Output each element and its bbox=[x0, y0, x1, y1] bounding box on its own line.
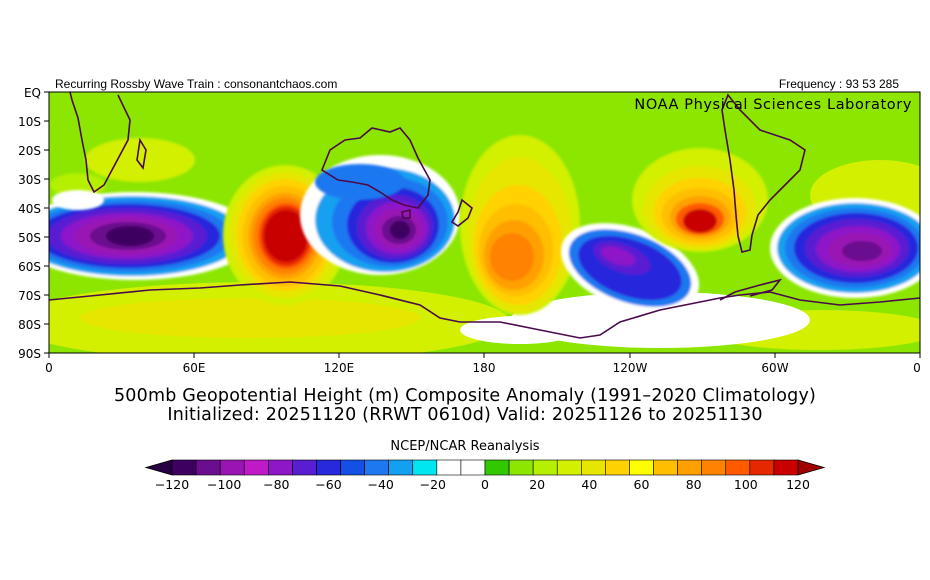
high-africa-south bbox=[85, 138, 195, 182]
coast-new-zealand bbox=[450, 198, 473, 227]
colorbar-swatch bbox=[749, 459, 775, 476]
low-120w bbox=[560, 223, 700, 313]
lon-label-120e: 120E bbox=[324, 361, 355, 375]
coast-antarctic-peninsula bbox=[719, 278, 783, 301]
colorbar-arrow-high bbox=[797, 459, 826, 476]
credit-label: Recurring Rossby Wave Train : consonantc… bbox=[55, 77, 338, 91]
coast-tasmania bbox=[401, 208, 411, 219]
colorbar-tick-label: 20 bbox=[529, 477, 545, 492]
colorbar-tick-label: −100 bbox=[207, 477, 241, 492]
colorbar-tick-label: −40 bbox=[367, 477, 393, 492]
colorbar-arrow-low bbox=[144, 459, 173, 476]
lat-label-10s: 10S bbox=[18, 115, 41, 129]
lat-label-70s: 70S bbox=[18, 289, 41, 303]
frequency-label: Frequency : 93 53 285 bbox=[778, 77, 899, 91]
low-30w bbox=[770, 198, 920, 298]
lat-label-30s: 30S bbox=[18, 173, 41, 187]
colorbar-swatch bbox=[388, 459, 414, 476]
lat-labels: EQ 10S 20S 30S 40S 50S 60S 70S 80S 90S bbox=[18, 86, 41, 361]
lat-label-60s: 60S bbox=[18, 260, 41, 274]
band-antarctic-positive-core bbox=[80, 298, 420, 338]
colorbar-swatch bbox=[460, 459, 486, 476]
title-line-2: Initialized: 20251120 (RRWT 0610d) Valid… bbox=[167, 405, 763, 425]
lon-label-60e: 60E bbox=[183, 361, 206, 375]
coast-africa bbox=[69, 92, 131, 194]
coastlines bbox=[49, 92, 920, 339]
coast-madagascar bbox=[136, 137, 147, 170]
lat-label-eq: EQ bbox=[24, 86, 41, 100]
colorbar-swatch bbox=[532, 459, 558, 476]
colorbar-swatch bbox=[629, 459, 654, 476]
polar-neutral-zone bbox=[510, 292, 810, 348]
colorbar-swatch bbox=[484, 459, 510, 476]
colorbar-tick-label: 40 bbox=[581, 477, 597, 492]
lon-label-180: 180 bbox=[473, 361, 496, 375]
colorbar-swatch bbox=[508, 459, 534, 476]
lon-label-120w: 120W bbox=[613, 361, 648, 375]
polar-neutral-zone-west bbox=[460, 316, 580, 344]
colorbar-swatch bbox=[677, 459, 702, 476]
colorbar-tick-label: 100 bbox=[734, 477, 758, 492]
colorbar-swatch bbox=[605, 459, 630, 476]
colorbar-swatch bbox=[653, 459, 678, 476]
colorbar-tick-label: 80 bbox=[686, 477, 702, 492]
neutral-south-atlantic bbox=[52, 190, 104, 210]
lat-ticks bbox=[44, 91, 49, 354]
low-40e bbox=[49, 192, 257, 280]
colorbar-tick-label: −60 bbox=[315, 477, 341, 492]
colorbar-swatch bbox=[412, 459, 438, 476]
title-line-1: 500mb Geopotential Height (m) Composite … bbox=[113, 386, 817, 406]
lab-label: NOAA Physical Sciences Laboratory bbox=[634, 97, 912, 113]
lat-label-90s: 90S bbox=[18, 347, 41, 361]
lon-label-0: 0 bbox=[45, 361, 53, 375]
colorbar-swatch bbox=[195, 459, 221, 476]
source-label: NCEP/NCAR Reanalysis bbox=[390, 439, 540, 454]
coast-antarctica bbox=[49, 281, 920, 339]
lat-label-80s: 80S bbox=[18, 318, 41, 332]
coast-australia bbox=[321, 127, 431, 209]
colorbar-swatch bbox=[436, 459, 462, 476]
lat-label-50s: 50S bbox=[18, 231, 41, 245]
colorbar-swatch bbox=[316, 459, 341, 476]
colorbar-swatch bbox=[725, 459, 751, 476]
lat-label-20s: 20S bbox=[18, 144, 41, 158]
lon-labels: 0 60E 120E 180 120W 60W 0 bbox=[45, 361, 921, 375]
colorbar-tick-label: −120 bbox=[155, 477, 189, 492]
colorbar-swatch bbox=[581, 459, 606, 476]
colorbar-swatch bbox=[340, 459, 365, 476]
high-87w bbox=[632, 148, 768, 252]
coast-south-america bbox=[721, 93, 806, 253]
colorbar-swatch bbox=[701, 459, 727, 476]
colorbar-swatch bbox=[556, 459, 582, 476]
colorbar-tick-label: 120 bbox=[786, 477, 810, 492]
colorbar-tick-label: 0 bbox=[481, 477, 489, 492]
colorbar-tick-label: −20 bbox=[420, 477, 446, 492]
high-190 bbox=[460, 135, 580, 315]
colorbar: −120 −100 −80 −60 −40 −20 0 20 40 60 80 100 120 bbox=[144, 459, 826, 492]
colorbar-swatch bbox=[364, 459, 389, 476]
colorbar-swatch bbox=[243, 459, 269, 476]
colorbar-tick-label: −80 bbox=[263, 477, 289, 492]
colorbar-swatch bbox=[773, 459, 799, 476]
lon-ticks bbox=[48, 353, 921, 358]
low-145e-extension bbox=[315, 164, 405, 200]
colorbar-tick-label: 60 bbox=[634, 477, 650, 492]
colorbar-swatch bbox=[292, 459, 317, 476]
colorbar-swatch bbox=[171, 459, 197, 476]
neutral-africa bbox=[50, 173, 106, 197]
colorbar-swatch bbox=[268, 459, 293, 476]
lon-label-0-end: 0 bbox=[913, 361, 921, 375]
lat-label-40s: 40S bbox=[18, 202, 41, 216]
lon-label-60w: 60W bbox=[761, 361, 788, 375]
colorbar-swatch bbox=[219, 459, 245, 476]
